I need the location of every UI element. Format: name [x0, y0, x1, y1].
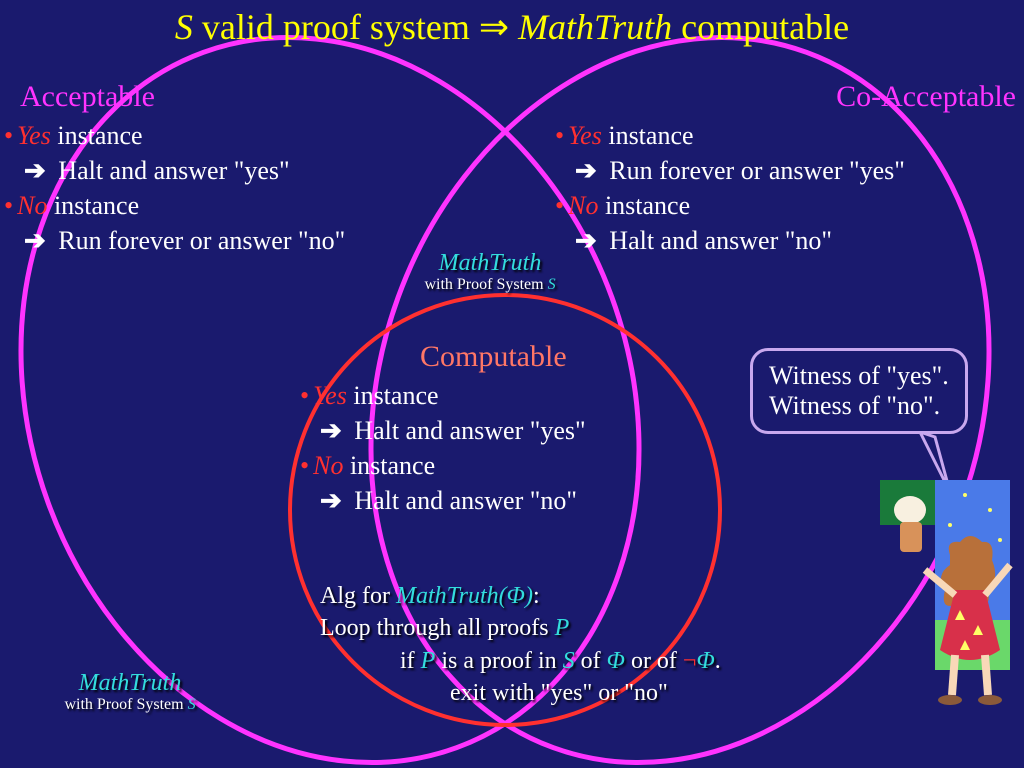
center-mathtruth-label: MathTruth with Proof System S	[390, 250, 590, 294]
algorithm-block: Alg for MathTruth(Φ): Loop through all p…	[320, 580, 1020, 710]
coacceptable-yes-line: •Yes instance	[555, 118, 1024, 153]
coacceptable-no-line: •No instance	[555, 188, 1024, 223]
mathtruth-sub: with Proof System S	[390, 276, 590, 294]
bullet-icon: •	[555, 191, 564, 220]
bullet-icon: •	[300, 381, 309, 410]
alg-line1: Alg for MathTruth(Φ):	[320, 580, 1020, 612]
title-computable: computable	[672, 7, 849, 47]
alg-line2: Loop through all proofs P	[320, 612, 1020, 644]
no-label: No	[17, 191, 47, 220]
arrow-icon: ➔	[24, 155, 46, 185]
acceptable-block: •Yes instance ➔ Halt and answer "yes" •N…	[4, 118, 504, 258]
speech-bubble: Witness of "yes". Witness of "no".	[750, 348, 968, 434]
computable-no-line: •No instance	[300, 448, 760, 483]
bullet-icon: •	[4, 121, 13, 150]
computable-yes-action: ➔ Halt and answer "yes"	[300, 413, 760, 448]
computable-no-action: ➔ Halt and answer "no"	[300, 483, 760, 518]
coacceptable-no-action: ➔ Halt and answer "no"	[555, 223, 1024, 258]
title-S: S	[175, 7, 193, 47]
acceptable-heading: Acceptable	[20, 80, 155, 114]
no-rest: instance	[598, 191, 690, 220]
arrow-icon: ➔	[575, 155, 597, 185]
no-rest: instance	[343, 451, 435, 480]
alg-line4: exit with "yes" or "no"	[320, 677, 1020, 709]
bullet-icon: •	[555, 121, 564, 150]
speech-line2: Witness of "no".	[769, 391, 949, 421]
speech-line1: Witness of "yes".	[769, 361, 949, 391]
yes-rest: instance	[51, 121, 143, 150]
title-mathtruth: MathTruth	[509, 7, 672, 47]
acceptable-yes-action: ➔ Halt and answer "yes"	[4, 153, 504, 188]
coacceptable-block: •Yes instance ➔ Run forever or answer "y…	[555, 118, 1024, 258]
mathtruth-text: MathTruth	[30, 670, 230, 696]
implies-icon: ⇒	[479, 7, 509, 47]
no-label: No	[313, 451, 343, 480]
coacceptable-yes-action: ➔ Run forever or answer "yes"	[555, 153, 1024, 188]
yes-label: Yes	[568, 121, 602, 150]
coacceptable-heading: Co-Acceptable	[836, 80, 1016, 114]
no-label: No	[568, 191, 598, 220]
arrow-icon: ➔	[320, 415, 342, 445]
title-valid: valid proof system	[193, 7, 479, 47]
acceptable-yes-line: •Yes instance	[4, 118, 504, 153]
arrow-icon: ➔	[320, 485, 342, 515]
computable-block: •Yes instance ➔ Halt and answer "yes" •N…	[300, 378, 760, 518]
yes-rest: instance	[602, 121, 694, 150]
mathtruth-text: MathTruth	[390, 250, 590, 276]
arrow-icon: ➔	[24, 225, 46, 255]
page-title: S valid proof system ⇒ MathTruth computa…	[0, 6, 1024, 48]
computable-heading: Computable	[420, 340, 567, 374]
bottom-mathtruth-label: MathTruth with Proof System S	[30, 670, 230, 714]
yes-rest: instance	[347, 381, 439, 410]
no-rest: instance	[47, 191, 139, 220]
bullet-icon: •	[300, 451, 309, 480]
acceptable-no-line: •No instance	[4, 188, 504, 223]
mathtruth-sub: with Proof System S	[30, 696, 230, 714]
yes-label: Yes	[313, 381, 347, 410]
alg-line3: if P is a proof in S of Φ or of ¬Φ.	[320, 645, 1020, 677]
yes-label: Yes	[17, 121, 51, 150]
computable-yes-line: •Yes instance	[300, 378, 760, 413]
bullet-icon: •	[4, 191, 13, 220]
